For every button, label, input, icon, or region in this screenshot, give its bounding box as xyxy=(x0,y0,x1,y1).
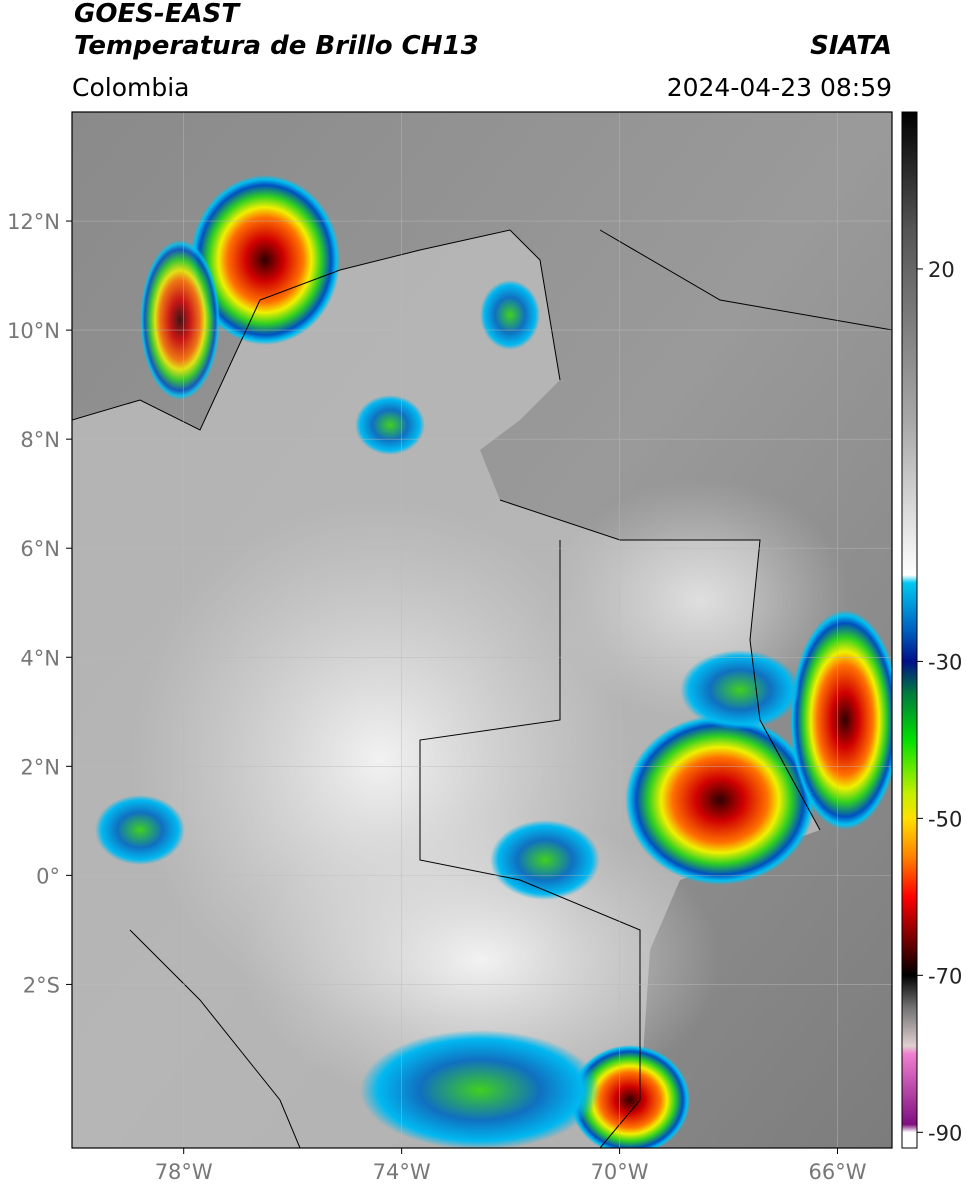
product: Temperatura de Brillo CH13 xyxy=(74,31,479,61)
colorbar-tick-label: -70 xyxy=(928,964,962,988)
colorbar-tick-label: 20 xyxy=(928,258,955,282)
lat-tick-label: 2°N xyxy=(20,755,60,779)
lat-tick-label: 10°N xyxy=(7,319,60,343)
lat-tick-label: 12°N xyxy=(7,210,60,234)
colorbar-tick-label: -50 xyxy=(928,807,962,831)
lon-tick-label: 66°W xyxy=(809,1160,867,1184)
map-frame xyxy=(71,111,893,1149)
lat-tick-label: 8°N xyxy=(20,428,60,452)
colorbar xyxy=(902,112,917,1148)
lon-tick-label: 78°W xyxy=(155,1160,213,1184)
lat-tick-label: 4°N xyxy=(20,646,60,670)
region: Colombia xyxy=(72,73,189,102)
lat-tick-label: 2°S xyxy=(23,973,60,997)
lat-tick-label: 6°N xyxy=(20,537,60,561)
satellite: GOES-EAST xyxy=(74,0,241,29)
lon-tick-label: 70°W xyxy=(591,1160,649,1184)
datetime: 2024-04-23 08:59 xyxy=(667,73,892,102)
satellite-image xyxy=(72,112,892,1148)
colorbar-tick-label: -30 xyxy=(928,650,962,674)
colorbar-tick-label: -90 xyxy=(928,1121,962,1145)
lat-tick-label: 0° xyxy=(36,864,60,888)
colorbar-frame xyxy=(901,111,918,1149)
lon-tick-label: 74°W xyxy=(373,1160,431,1184)
source: SIATA xyxy=(810,31,892,61)
